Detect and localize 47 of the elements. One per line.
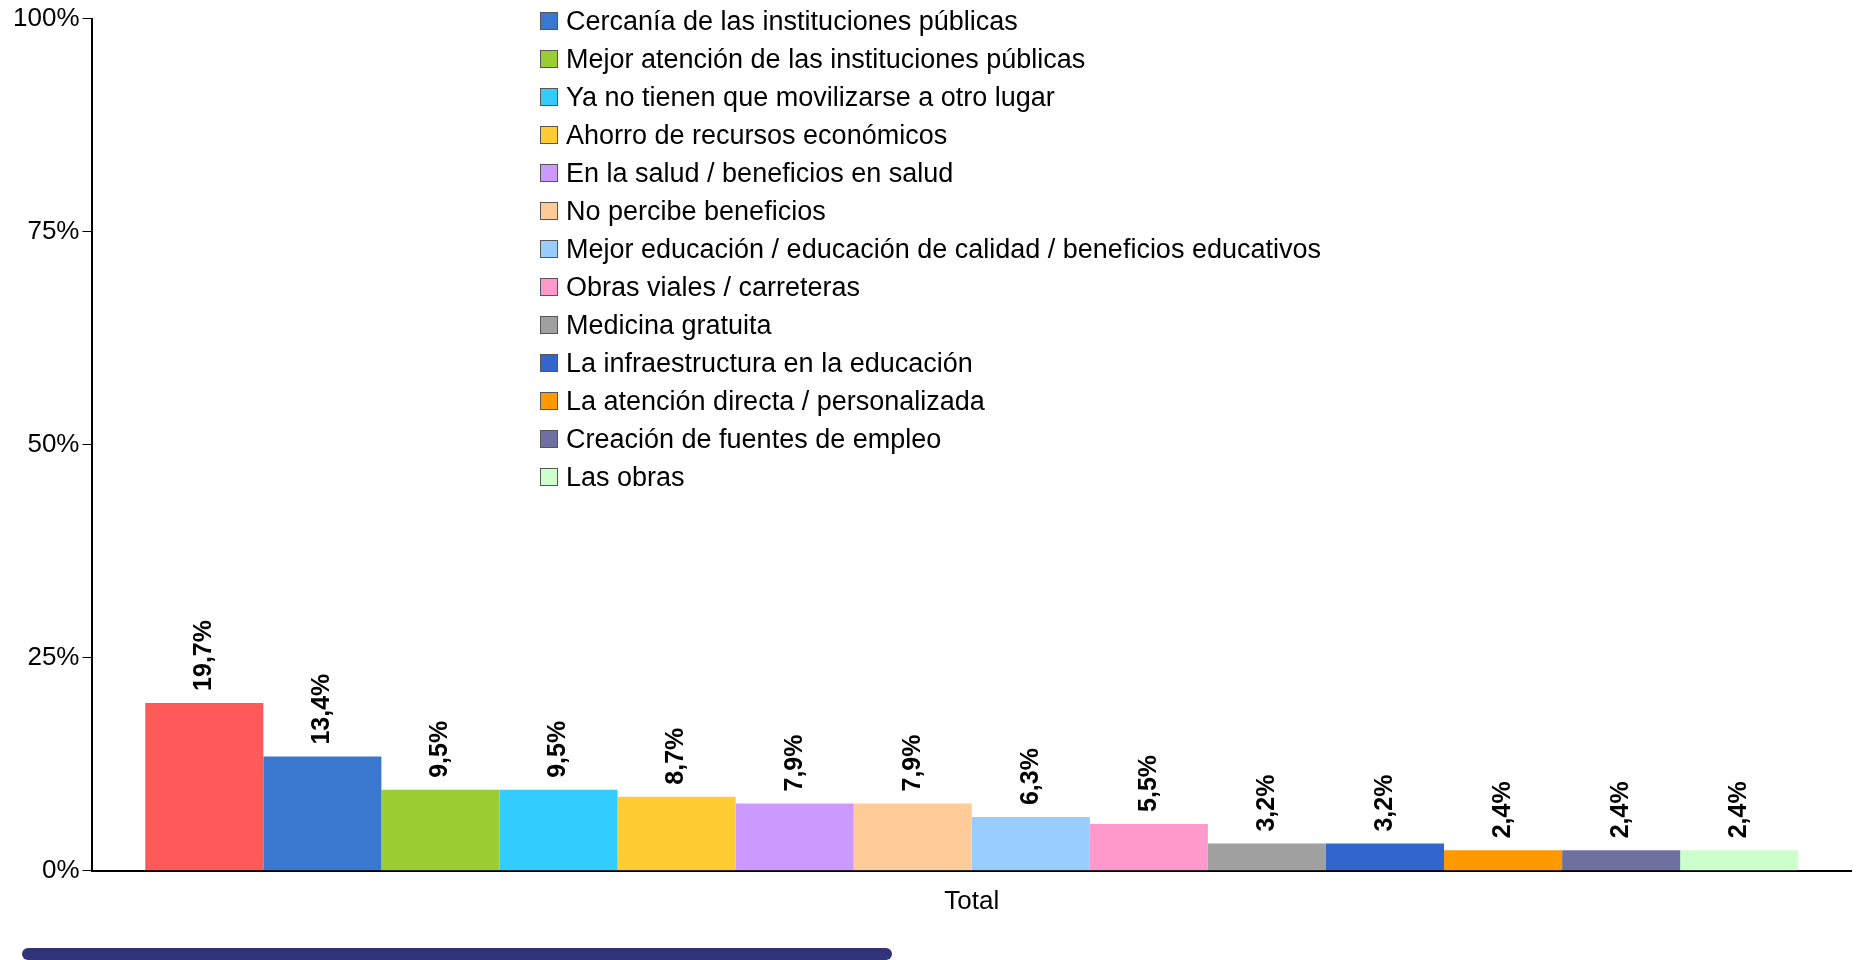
bar [1680,850,1799,871]
data-label: 13,4% [306,673,335,745]
bar [145,702,264,871]
legend-label: Creación de fuentes de empleo [566,423,942,456]
y-tick-label: 75% [27,214,80,245]
y-tick-label: 0% [41,853,80,884]
data-label: 19,7% [188,620,217,691]
data-label: 3,2% [1368,774,1397,832]
data-label: 7,9% [896,734,925,792]
legend-label: La infraestructura en la educación [566,347,973,380]
bar [1325,843,1445,871]
legend-label: Ya no tienen que movilizarse a otro lugar [566,81,1055,114]
data-label: 3,2% [1250,774,1279,832]
bar [1444,850,1563,871]
x-tick-label: Total [944,884,1000,915]
bar [971,817,1090,871]
data-label: 2,4% [1605,781,1634,839]
data-label: 7,9% [778,734,807,792]
legend-label: Las obras [566,461,685,494]
legend-label: Obras viales / carreteras [566,271,861,304]
bar [853,803,972,871]
bar [735,803,854,871]
legend-label: No percibe beneficios [566,195,826,228]
bar [1562,850,1681,871]
data-label: 2,4% [1486,781,1515,839]
legend-label: Mejor atención de las instituciones públicas [566,43,1086,76]
legend-label: Mejor educación / educación de calidad / beneficios educativos [566,233,1321,266]
legend-label: En la salud / beneficios en salud [566,157,954,190]
legend-label: Cercanía de las instituciones públicas [566,5,1018,38]
legend-label: La atención directa / personalizada [566,385,985,418]
bar [617,796,736,871]
data-label: 9,5% [542,720,571,778]
data-label: 6,3% [1014,748,1043,806]
bar [263,756,382,871]
data-label: 5,5% [1132,754,1161,812]
bar [1207,843,1326,871]
bar [1089,823,1208,871]
y-tick-label: 100% [13,1,80,32]
data-label: 8,7% [660,727,689,785]
data-label: 2,4% [1723,781,1752,839]
bar [381,789,500,871]
y-tick-label: 25% [27,640,80,671]
legend-label: Ahorro de recursos económicos [566,119,948,152]
y-tick-label: 50% [27,427,80,458]
bar [499,789,618,871]
data-label: 9,5% [424,720,453,778]
legend-label: Medicina gratuita [566,309,772,342]
